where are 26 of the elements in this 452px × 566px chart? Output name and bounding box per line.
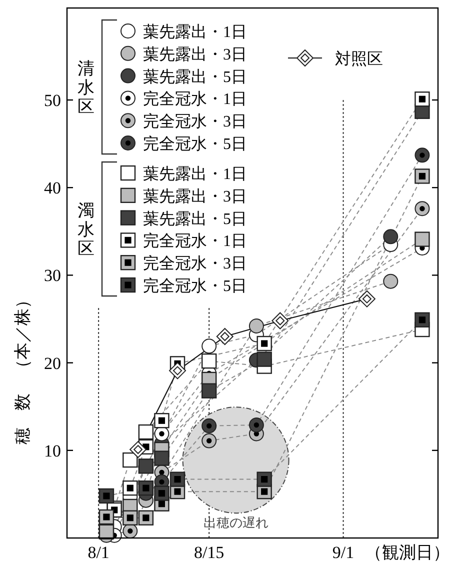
legend-label: 完全冠水・5日 xyxy=(143,277,247,295)
y-tick-label: 50 xyxy=(44,90,61,110)
annotation: 出穂の遅れ xyxy=(203,515,268,530)
legend-label: 葉先露出・1日 xyxy=(143,165,247,183)
annotation: 清水区 xyxy=(78,59,94,116)
legend-label: 葉先露出・3日 xyxy=(143,45,247,64)
y-tick-label: 30 xyxy=(44,266,61,286)
y-tick-label: 40 xyxy=(44,178,61,198)
legend-label: 対照区 xyxy=(335,50,383,68)
y-tick-label: 10 xyxy=(44,441,61,460)
annotation: 濁水区 xyxy=(78,201,94,258)
legend-label: 葉先露出・3日 xyxy=(143,187,247,206)
x-tick-label: 8/15 xyxy=(194,543,224,562)
legend-label: 完全冠水・1日 xyxy=(143,90,247,108)
legend-label: 葉先露出・5日 xyxy=(143,210,247,228)
y-tick-label: 20 xyxy=(44,354,61,373)
x-axis-title: （観測日） xyxy=(365,543,450,562)
legend-label: 完全冠水・3日 xyxy=(143,112,247,131)
legend-label: 葉先露出・1日 xyxy=(143,23,247,41)
legend-label: 完全冠水・5日 xyxy=(143,135,247,153)
x-tick-label: 9/1 xyxy=(332,543,354,562)
x-tick-label: 8/1 xyxy=(88,543,110,562)
legend-label: 葉先露出・5日 xyxy=(143,68,247,86)
y-axis-title: 穂 数 （本／株） xyxy=(13,292,32,444)
legend-label: 完全冠水・3日 xyxy=(143,254,247,273)
legend-label: 完全冠水・1日 xyxy=(143,232,247,250)
